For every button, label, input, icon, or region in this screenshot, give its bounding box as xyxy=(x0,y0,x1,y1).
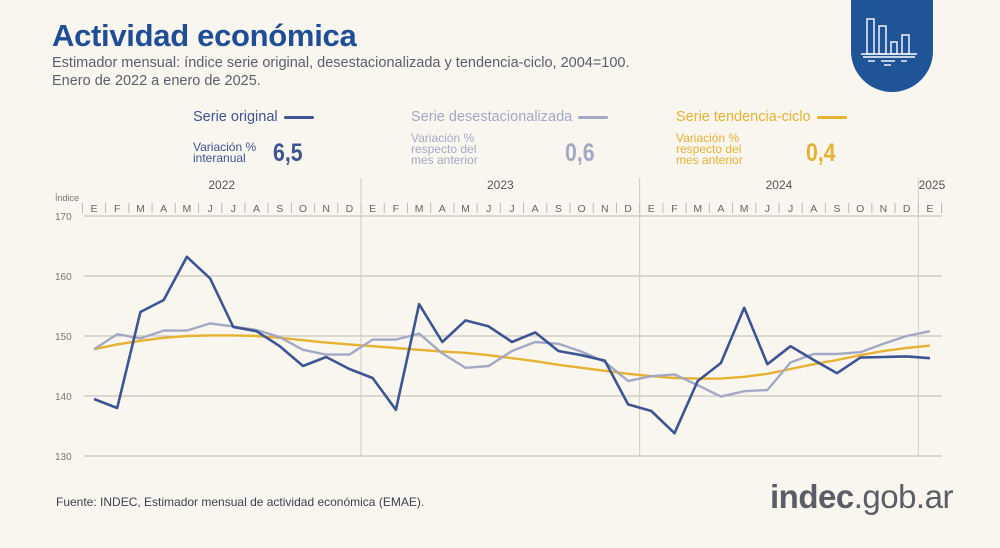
month-label: M xyxy=(136,203,145,215)
year-label: 2025 xyxy=(919,178,946,192)
series-line-original xyxy=(93,255,931,435)
legend-tendencia: Serie tendencia-ciclo xyxy=(676,109,847,125)
series-line-tendencia-ciclo xyxy=(93,334,931,380)
variation-label-line: Variación % xyxy=(411,131,475,145)
year-label: 2022 xyxy=(208,178,235,192)
month-label: M xyxy=(415,203,424,215)
variation-value-original: 6,5 xyxy=(273,139,303,167)
y-tick-label: 160 xyxy=(55,272,72,283)
variation-label-tendencia: Variación % respecto del mes anterior xyxy=(676,131,743,167)
month-label: J xyxy=(765,203,770,215)
month-label: O xyxy=(299,203,307,215)
month-label: E xyxy=(926,203,933,215)
badge xyxy=(851,0,933,92)
bar-chart-icon xyxy=(861,18,917,66)
subtitle: Estimador mensual: índice serie original… xyxy=(52,55,630,71)
variation-label-desestacionalizada: Variación % respecto del mes anterior xyxy=(411,131,478,167)
month-label: F xyxy=(671,203,677,215)
source-note: Fuente: INDEC, Estimador mensual de acti… xyxy=(56,495,425,509)
legend-line xyxy=(816,115,847,119)
month-label: M xyxy=(740,203,749,215)
month-label: A xyxy=(532,203,539,215)
legend-line xyxy=(578,115,609,119)
month-label: A xyxy=(439,203,446,215)
legend-desestacionalizada: Serie desestacionalizada xyxy=(411,109,609,125)
month-label: A xyxy=(717,203,724,215)
month-label: E xyxy=(90,203,97,215)
month-label: J xyxy=(486,203,491,215)
month-label: S xyxy=(555,203,562,215)
month-label: F xyxy=(114,203,120,215)
variation-label-original: Variación % interanual xyxy=(193,140,257,165)
page-title: Actividad económica xyxy=(52,18,357,53)
legend-label: Serie desestacionalizada xyxy=(411,109,573,125)
month-label: O xyxy=(856,203,864,215)
month-label: A xyxy=(810,203,817,215)
month-label: D xyxy=(903,203,911,215)
month-label: M xyxy=(461,203,470,215)
month-label: O xyxy=(578,203,586,215)
year-label: 2024 xyxy=(766,178,793,192)
legend-label: Serie tendencia-ciclo xyxy=(676,109,811,125)
month-label: M xyxy=(183,203,192,215)
variation-value-tendencia: 0,4 xyxy=(806,139,836,167)
month-label: J xyxy=(788,203,793,215)
month-label: A xyxy=(253,203,260,215)
variation-label-line: mes anterior xyxy=(676,153,743,167)
y-tick-label: 150 xyxy=(55,332,72,343)
y-tick-label: 170 xyxy=(55,212,72,223)
month-label: M xyxy=(693,203,702,215)
month-label: E xyxy=(648,203,655,215)
y-tick-label: 140 xyxy=(55,392,72,403)
subtitle-period: Enero de 2022 a enero de 2025. xyxy=(52,73,261,89)
month-label: N xyxy=(601,203,609,215)
month-label: J xyxy=(509,203,514,215)
month-label: D xyxy=(624,203,632,215)
month-label: S xyxy=(834,203,841,215)
month-label: J xyxy=(207,203,212,215)
year-label: 2023 xyxy=(487,178,514,192)
variation-label-line: mes anterior xyxy=(411,153,478,167)
month-label: F xyxy=(393,203,399,215)
y-axis-label: Índice xyxy=(55,193,79,203)
variation-value-desestacionalizada: 0,6 xyxy=(565,139,595,167)
variation-label-line: Variación % xyxy=(193,140,257,154)
variation-label-line: Variación % xyxy=(676,131,740,145)
variation-label-line: interanual xyxy=(193,151,246,165)
indec-logo: indec.gob.ar xyxy=(770,478,953,515)
month-label: N xyxy=(880,203,888,215)
month-label: D xyxy=(346,203,354,215)
y-tick-label: 130 xyxy=(55,452,72,463)
month-label: A xyxy=(160,203,167,215)
legend-label: Serie original xyxy=(193,109,278,125)
month-label: J xyxy=(231,203,236,215)
month-label: E xyxy=(369,203,376,215)
legend-line xyxy=(283,115,314,119)
month-label: S xyxy=(276,203,283,215)
variation-label-line: respecto del xyxy=(676,142,742,156)
month-label: N xyxy=(322,203,330,215)
legend-original: Serie original xyxy=(193,109,314,125)
variation-label-line: respecto del xyxy=(411,142,477,156)
